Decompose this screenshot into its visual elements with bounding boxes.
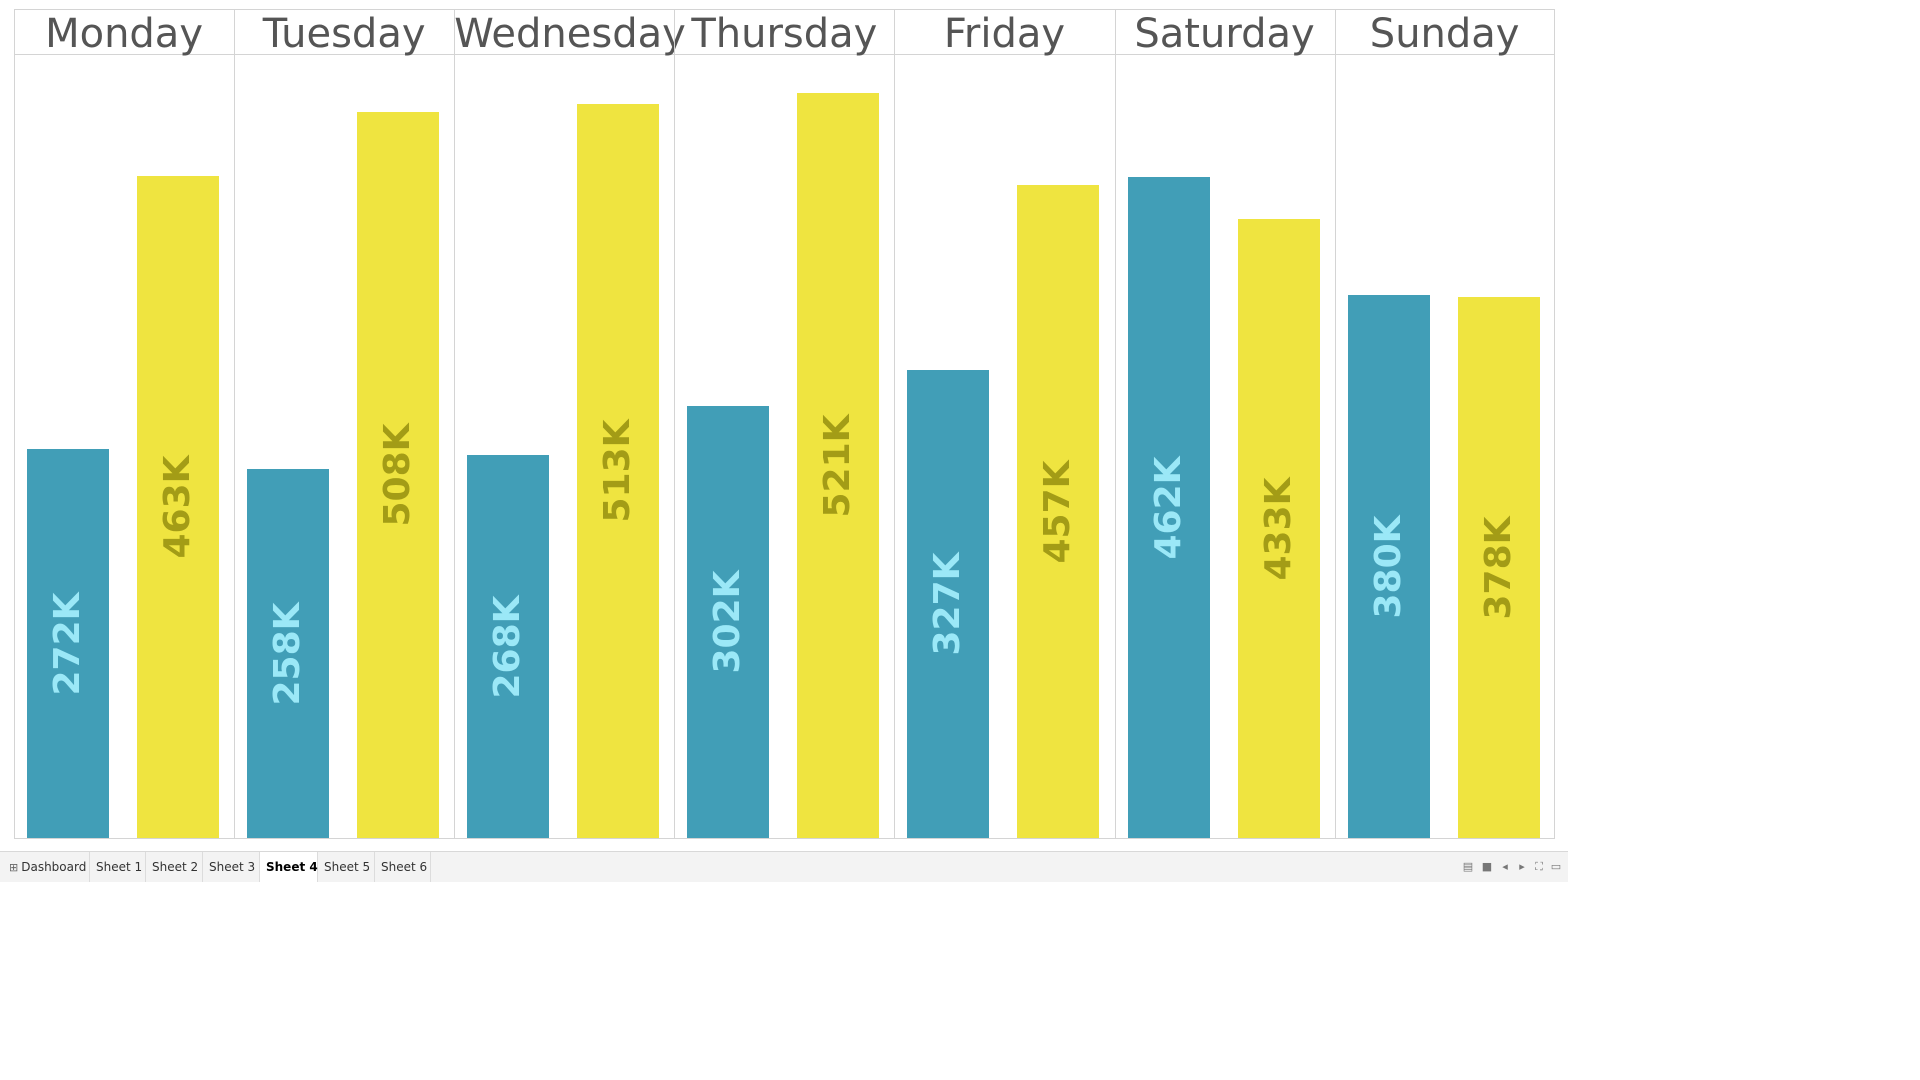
pane-divider <box>454 9 455 838</box>
sheet-tab-bar: ⊞ Dashboard Sheet 1 Sheet 2 Sheet 3 Sheet 4 Sh… <box>0 851 1568 882</box>
bar-label-thursday-series-2: 521K <box>817 413 858 518</box>
next-sheet-icon[interactable]: ▸ <box>1519 860 1525 873</box>
viz-area: Monday 272K 463K Tuesday 258K 508K Wednesday 26… <box>14 9 1555 839</box>
tab-dashboard[interactable]: ⊞ Dashboard <box>3 852 90 882</box>
bar-thursday-series-2[interactable] <box>797 93 879 838</box>
bar-label-monday-series-2: 463K <box>157 455 198 559</box>
bar-label-saturday-series-2: 433K <box>1258 476 1299 581</box>
presentation-mode-icon[interactable]: ▭ <box>1550 860 1562 873</box>
bar-thursday-series-1[interactable] <box>687 406 769 838</box>
previous-sheet-icon[interactable]: ◂ <box>1502 860 1508 873</box>
bar-monday-series-1[interactable] <box>27 449 109 838</box>
bar-label-saturday-series-1: 462K <box>1148 455 1189 560</box>
tab-sheet-1[interactable]: Sheet 1 <box>90 852 146 882</box>
pane-divider <box>1115 9 1116 838</box>
day-header-friday: Friday <box>943 11 1066 57</box>
day-header-tuesday: Tuesday <box>262 11 426 57</box>
bar-label-tuesday-series-2: 508K <box>377 423 418 527</box>
bar-saturday-series-2[interactable] <box>1238 219 1320 838</box>
tab-label: Sheet 3 <box>209 860 256 874</box>
tab-label: Dashboard <box>21 860 87 874</box>
day-header-thursday: Thursday <box>691 11 878 57</box>
bar-wednesday-series-2[interactable] <box>577 104 659 838</box>
bar-label-wednesday-series-1: 268K <box>487 594 528 699</box>
tab-sheet-3[interactable]: Sheet 3 <box>203 852 260 882</box>
pane-divider <box>234 9 235 838</box>
bar-wednesday-series-1[interactable] <box>467 455 549 838</box>
header-divider <box>14 54 1555 55</box>
tab-label: Sheet 6 <box>381 860 428 874</box>
bar-label-monday-series-1: 272K <box>47 591 88 696</box>
bar-friday-series-1[interactable] <box>907 370 989 838</box>
tab-label: Sheet 4 <box>266 860 318 874</box>
tab-sheet-2[interactable]: Sheet 2 <box>146 852 203 882</box>
bar-label-wednesday-series-2: 513K <box>597 419 638 523</box>
tab-sheet-6[interactable]: Sheet 6 <box>375 852 431 882</box>
bar-tuesday-series-2[interactable] <box>357 112 439 838</box>
tab-label: Sheet 1 <box>96 860 143 874</box>
bar-label-sunday-series-2: 378K <box>1478 515 1519 620</box>
show-sheet-sorter-icon[interactable]: ▤ <box>1462 860 1474 873</box>
bar-friday-series-2[interactable] <box>1017 185 1099 838</box>
bar-label-tuesday-series-1: 258K <box>267 601 308 706</box>
bar-label-thursday-series-1: 302K <box>707 570 748 674</box>
tab-label: Sheet 5 <box>324 860 371 874</box>
pane-divider <box>894 9 895 838</box>
tab-sheet-4[interactable]: Sheet 4 <box>260 852 318 882</box>
tab-label: Sheet 2 <box>152 860 199 874</box>
bar-tuesday-series-1[interactable] <box>247 469 329 838</box>
bar-sunday-series-2[interactable] <box>1458 297 1540 838</box>
full-screen-icon[interactable]: ⛶ <box>1535 860 1543 873</box>
bar-label-friday-series-1: 327K <box>927 552 968 656</box>
bar-saturday-series-1[interactable] <box>1128 177 1210 838</box>
bar-label-sunday-series-1: 380K <box>1368 514 1409 619</box>
pane-divider <box>1335 9 1336 838</box>
show-filmstrip-icon[interactable]: ■ <box>1481 860 1493 873</box>
bar-label-friday-series-2: 457K <box>1037 459 1078 564</box>
day-header-sunday: Sunday <box>1369 11 1520 57</box>
day-header-saturday: Saturday <box>1134 11 1315 57</box>
dashboard-grid-icon: ⊞ <box>9 861 19 874</box>
chart-frame <box>14 9 1555 839</box>
tab-sheet-5[interactable]: Sheet 5 <box>318 852 375 882</box>
pane-divider <box>674 9 675 838</box>
day-header-wednesday: Wednesday <box>454 11 686 57</box>
bar-sunday-series-1[interactable] <box>1348 295 1430 838</box>
bar-monday-series-2[interactable] <box>137 176 219 838</box>
day-header-monday: Monday <box>45 11 203 57</box>
